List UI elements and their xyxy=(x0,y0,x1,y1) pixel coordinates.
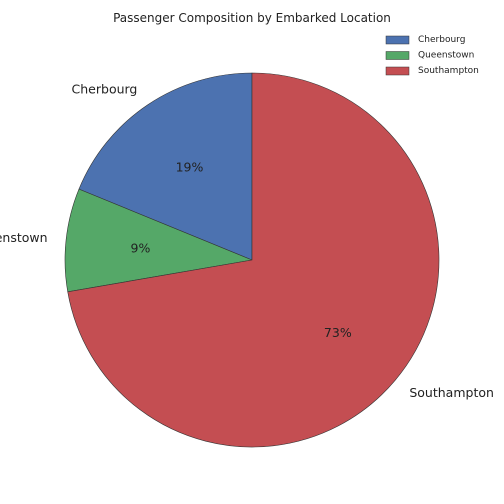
category-label-cherbourg: Cherbourg xyxy=(72,82,138,97)
legend-label-cherbourg: Cherbourg xyxy=(418,35,465,45)
chart-title: Passenger Composition by Embarked Locati… xyxy=(113,11,391,25)
legend-swatch-southampton xyxy=(385,66,410,76)
percent-label-queenstown: 9% xyxy=(131,240,151,255)
legend-swatch-cherbourg xyxy=(385,35,410,45)
category-label-southampton: Southampton xyxy=(409,385,494,400)
percent-labels: 19% 9% 73% xyxy=(131,159,352,339)
legend-label-southampton: Southampton xyxy=(418,66,479,76)
pie-slices xyxy=(64,72,440,448)
pie-slice-cherbourg xyxy=(78,72,253,261)
pie-slice-queenstown xyxy=(64,188,254,293)
category-label-queenstown: Queenstown xyxy=(0,230,48,245)
legend-swatch-queenstown xyxy=(385,51,410,60)
legend: Cherbourg Queenstown Southampton xyxy=(385,35,479,76)
percent-label-cherbourg: 19% xyxy=(176,159,204,174)
percent-label-southampton: 73% xyxy=(324,325,352,340)
legend-label-queenstown: Queenstown xyxy=(418,51,474,61)
category-labels: Cherbourg Queenstown Southampton xyxy=(0,82,494,400)
pie-slice-southampton xyxy=(67,72,440,448)
